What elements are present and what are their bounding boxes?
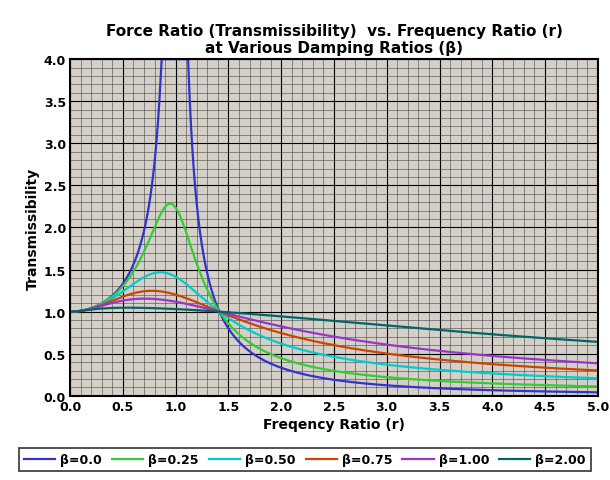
β=0.50	[69, 309, 76, 315]
β=2.00	[124, 305, 131, 311]
β=0.25	[88, 305, 96, 311]
β=0.75	[98, 302, 106, 308]
β=1.00	[594, 360, 601, 366]
Line: β=2.00: β=2.00	[70, 308, 598, 342]
Line: β=0.75: β=0.75	[70, 291, 598, 371]
β=0.0	[85, 307, 92, 312]
β=2.00	[170, 306, 178, 312]
β=0.0	[107, 295, 115, 300]
β=1.00	[325, 333, 332, 339]
β=0.0	[147, 193, 154, 199]
β=1.00	[69, 309, 76, 315]
Legend: β=0.0, β=0.25, β=0.50, β=0.75, β=1.00, β=2.00: β=0.0, β=0.25, β=0.50, β=0.75, β=1.00, β…	[19, 448, 591, 471]
β=0.25	[98, 301, 106, 307]
β=2.00	[69, 309, 76, 315]
β=0.50	[170, 273, 178, 279]
β=0.25	[325, 367, 332, 373]
β=0.50	[88, 305, 96, 311]
β=0.75	[170, 292, 178, 298]
β=0.25	[170, 203, 178, 209]
β=0.75	[69, 309, 76, 315]
Line: β=0.50: β=0.50	[70, 273, 598, 379]
β=0.75	[88, 306, 96, 312]
β=0.75	[325, 341, 332, 347]
β=0.50	[157, 270, 164, 276]
β=2.00	[66, 309, 74, 315]
β=0.75	[148, 288, 156, 294]
β=0.75	[594, 368, 601, 373]
β=0.0	[80, 308, 87, 313]
β=0.25	[66, 309, 74, 315]
β=0.25	[594, 384, 601, 389]
β=2.00	[566, 337, 573, 343]
β=1.00	[88, 306, 96, 312]
Y-axis label: Transmissibility: Transmissibility	[26, 167, 40, 289]
β=1.00	[170, 299, 178, 305]
Line: β=1.00: β=1.00	[70, 299, 598, 363]
β=2.00	[594, 339, 601, 345]
Line: β=0.0: β=0.0	[70, 60, 176, 312]
β=0.25	[69, 309, 76, 315]
β=1.00	[66, 309, 74, 315]
β=0.50	[66, 309, 74, 315]
β=2.00	[88, 307, 96, 312]
β=0.50	[594, 376, 601, 382]
β=2.00	[325, 318, 332, 324]
β=1.00	[566, 359, 573, 365]
β=1.00	[98, 303, 106, 309]
β=2.00	[98, 306, 106, 312]
β=0.0	[88, 305, 96, 311]
Line: β=0.25: β=0.25	[70, 204, 598, 386]
Title: Force Ratio (Transmissibility)  vs. Frequency Ratio (r)
at Various Damping Ratio: Force Ratio (Transmissibility) vs. Frequ…	[106, 24, 562, 56]
β=1.00	[141, 296, 148, 302]
β=0.0	[158, 57, 165, 63]
β=0.25	[167, 201, 174, 207]
β=0.0	[172, 57, 179, 63]
β=0.75	[66, 309, 74, 315]
β=0.50	[98, 301, 106, 307]
β=0.25	[566, 383, 573, 389]
β=0.0	[131, 260, 138, 266]
β=0.75	[566, 366, 573, 372]
β=0.50	[566, 374, 573, 380]
β=0.0	[66, 309, 74, 315]
β=0.50	[325, 353, 332, 359]
X-axis label: Freqency Ratio (r): Freqency Ratio (r)	[263, 417, 405, 431]
